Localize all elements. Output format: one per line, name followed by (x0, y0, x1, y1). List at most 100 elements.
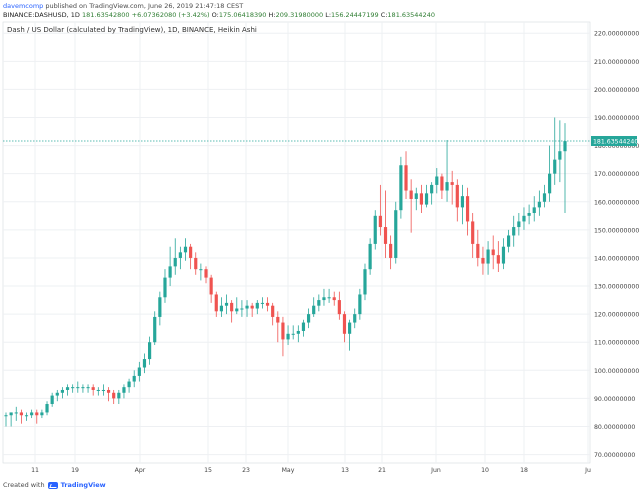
created-with-text: Created with (3, 481, 45, 489)
candle-body-up (260, 302, 265, 304)
high-label: H: (268, 11, 276, 19)
candle-body-up (224, 302, 229, 306)
candle-body-up (235, 308, 239, 312)
candle-body-up (512, 227, 516, 236)
candle-body-up (40, 412, 44, 416)
candle-body-up (553, 159, 557, 174)
x-tick-label: 10 (481, 467, 489, 474)
candle-body-up (358, 294, 362, 315)
y-tick-label: 180.00000000 (594, 143, 639, 150)
candle-body-up (486, 249, 490, 264)
y-tick-label: 90.00000000 (594, 396, 635, 403)
y-tick-label: 170.00000000 (594, 171, 639, 178)
x-tick-label: 13 (341, 467, 349, 474)
candle-body-up (286, 333, 290, 340)
plot-frame (2, 21, 591, 464)
low-label: L: (325, 11, 332, 19)
candle-body-up (45, 404, 49, 413)
y-tick-label: 70.00000000 (594, 452, 635, 459)
candle-body-up (317, 300, 321, 306)
last-price-label: 181.63544240 (593, 138, 638, 145)
candle-body-down (91, 387, 95, 390)
candle-body-up (373, 215, 377, 244)
candle-body-up (399, 165, 403, 211)
candle-body-down (450, 182, 454, 185)
y-tick-label: 160.00000000 (594, 199, 639, 206)
candle-body-up (296, 330, 300, 334)
candle-body-up (76, 387, 80, 389)
low-value: 156.24447199 (331, 11, 379, 19)
candle-body-up (153, 316, 157, 343)
candle-body-up (86, 387, 90, 389)
publish-info: published on TradingView.com, June 26, 2… (45, 2, 244, 10)
candle-body-up (363, 269, 367, 295)
candle-body-up (14, 412, 18, 414)
candle-body-up (548, 173, 552, 194)
candle-body-up (219, 305, 223, 312)
candle-body-down (342, 314, 347, 334)
candle-body-up (127, 381, 131, 388)
candle-body-down (491, 249, 495, 256)
y-tick-label: 100.00000000 (594, 368, 639, 375)
candle-body-up (142, 359, 147, 368)
candle-body-down (383, 227, 388, 244)
x-tick-label: 21 (378, 467, 386, 474)
candle-body-up (9, 412, 13, 416)
candle-body-up (414, 193, 418, 199)
y-tick-label: 150.00000000 (594, 227, 639, 234)
y-tick-label: 110.00000000 (594, 340, 639, 347)
last-price-badge (591, 135, 637, 146)
candle-body-down (281, 322, 285, 340)
candle-body-up (173, 257, 177, 267)
candle-body-up (527, 213, 531, 216)
candle-body-up (430, 184, 434, 194)
candle-body-up (435, 176, 439, 185)
candle-body-down (265, 302, 270, 306)
candle-body-up (312, 305, 316, 315)
candle-body-up (199, 269, 203, 271)
change-value: +6.07362080 (+3.42%) (131, 11, 210, 19)
x-tick-label: 18 (520, 467, 528, 474)
candle-body-up (30, 412, 34, 416)
candle-body-up (532, 207, 536, 214)
candle-body-up (424, 193, 429, 205)
candle-body-up (96, 389, 100, 391)
y-tick-label: 190.00000000 (594, 115, 639, 122)
candle-body-down (496, 255, 500, 264)
candle-body-down (106, 389, 111, 393)
y-tick-label: 200.00000000 (594, 87, 639, 94)
x-tick-label: May (282, 467, 295, 474)
last-value: 181.63542800 (81, 11, 130, 19)
candle-body-down (332, 297, 336, 301)
candle-body-up (4, 415, 8, 417)
x-tick-label: Jun (430, 467, 441, 474)
author-link[interactable]: davemcomp (3, 2, 44, 10)
candle-body-down (476, 243, 480, 258)
candle-body-up (517, 221, 521, 228)
open-value: 175.06418390 (218, 11, 267, 19)
candle-body-down (465, 196, 470, 222)
candle-body-up (132, 375, 136, 382)
candle-body-down (378, 215, 382, 228)
candle-body-down (409, 190, 413, 199)
candle-body-up (542, 193, 547, 202)
y-tick-label: 120.00000000 (594, 312, 639, 319)
candle-body-up (178, 252, 182, 258)
candle-body-up (24, 415, 29, 417)
footer: Created with TradingView (3, 481, 106, 489)
candle-body-up (117, 392, 121, 399)
candle-body-up (50, 395, 54, 405)
candle-body-up (322, 297, 326, 301)
y-tick-label: 220.00000000 (594, 31, 639, 38)
candle-body-up (158, 297, 162, 317)
candle-body-up (394, 210, 398, 258)
candle-body-up (537, 201, 541, 208)
candle-body-up (183, 246, 188, 253)
candle-body-down (230, 302, 234, 312)
y-tick-label: 210.00000000 (594, 59, 639, 66)
tradingview-brand[interactable]: TradingView (60, 481, 106, 489)
open-label: O: (211, 11, 219, 19)
y-tick-label: 140.00000000 (594, 255, 639, 262)
ohlc-line: BINANCE:DASHUSD, 1D 181.63542800 +6.0736… (3, 11, 435, 20)
